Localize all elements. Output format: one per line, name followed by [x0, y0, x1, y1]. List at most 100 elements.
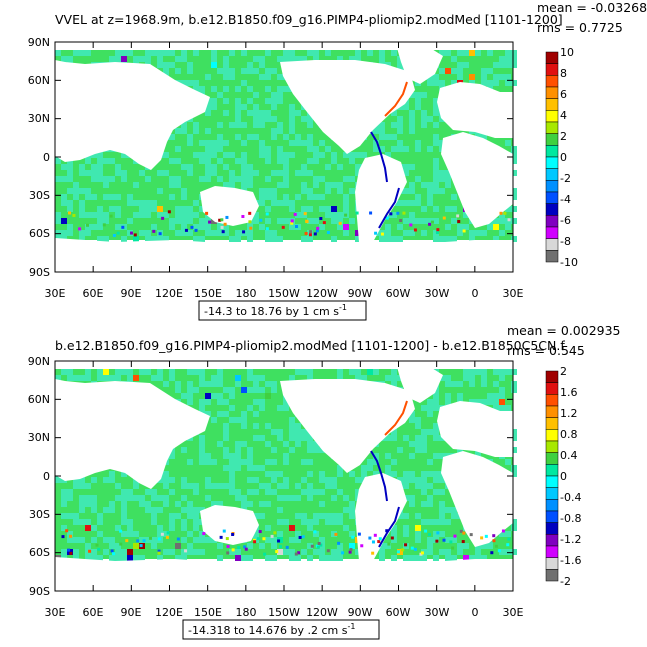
panel-2: b.e12.B1850.f09_g16.PIMP4-pliomip2.modMe…	[28, 323, 621, 640]
colorbar-segment	[545, 510, 559, 523]
colorbar-segment	[545, 569, 559, 582]
colorbar-label: 10	[560, 46, 574, 59]
panel-1-range-text: -14.3 to 18.76 by 1 cm s	[204, 305, 339, 318]
colorbar-segment	[545, 557, 559, 570]
colorbar-segment	[545, 250, 559, 263]
svg-text:-14.318 to 14.676 by .2 cm s-1: -14.318 to 14.676 by .2 cm s-1	[188, 622, 355, 637]
panel-1: VVEL at z=1968.9m, b.e12.B1850.f09_g16.P…	[28, 0, 647, 321]
colorbar-label: -0.8	[560, 512, 581, 525]
colorbar-label: 0	[560, 151, 567, 164]
lon-label: 120E	[155, 287, 183, 300]
colorbar-segment	[545, 203, 559, 216]
panel-1-range-unit-exponent: -1	[339, 303, 347, 312]
panel-2-colorbar	[545, 370, 559, 582]
colorbar-segment	[545, 499, 559, 512]
lon-label: 150E	[194, 606, 222, 619]
lat-label: 0	[43, 151, 50, 164]
panel-2-current-features	[61, 400, 511, 556]
lon-label: 120E	[155, 606, 183, 619]
colorbar-segment	[545, 145, 559, 158]
panel-2-land-mask	[55, 361, 513, 591]
colorbar-segment	[545, 86, 559, 99]
colorbar-segment	[545, 133, 559, 146]
panel-1-mean: mean = -0.03268	[537, 0, 647, 15]
colorbar-segment	[545, 417, 559, 430]
colorbar-label: 4	[560, 109, 567, 122]
colorbar-label: -1.6	[560, 554, 581, 567]
colorbar-label: -1.2	[560, 533, 581, 546]
colorbar-label: 6	[560, 88, 567, 101]
colorbar-segment	[545, 545, 559, 558]
colorbar-segment	[545, 98, 559, 111]
svg-text:-14.3 to 18.76 by 1 cm s-1: -14.3 to 18.76 by 1 cm s-1	[204, 303, 347, 318]
lon-label: 30E	[503, 606, 524, 619]
colorbar-segment	[545, 487, 559, 500]
panel-1-map	[54, 41, 517, 273]
colorbar-segment	[545, 534, 559, 547]
colorbar-segment	[545, 440, 559, 453]
colorbar-segment	[545, 156, 559, 169]
lon-label: 60E	[83, 606, 104, 619]
lat-label: 60S	[29, 546, 50, 559]
colorbar-segment	[545, 75, 559, 88]
panel-2-range-box: -14.318 to 14.676 by .2 cm s-1	[182, 619, 380, 640]
colorbar-segment	[545, 429, 559, 442]
lat-label: 30S	[29, 189, 50, 202]
panel-1-colorbar-labels: 10 8 6 4 2 0 -2 -4 -6 -8 -10	[560, 46, 578, 269]
lon-label: 60W	[386, 606, 411, 619]
lon-label: 30E	[503, 287, 524, 300]
lon-label: 90W	[348, 606, 373, 619]
colorbar-segment	[545, 382, 559, 395]
colorbar-segment	[545, 464, 559, 477]
colorbar-segment	[545, 51, 559, 64]
colorbar-label: -0.4	[560, 491, 581, 504]
lon-label: 30E	[45, 287, 66, 300]
colorbar-segment	[545, 215, 559, 228]
colorbar-segment	[545, 452, 559, 465]
colorbar-segment	[545, 394, 559, 407]
lat-label: 90N	[28, 36, 50, 49]
lon-label: 180	[236, 606, 257, 619]
lon-label: 60E	[83, 287, 104, 300]
panel-2-colorbar-labels: 2 1.6 1.2 0.8 0.4 0 -0.4 -0.8 -1.2 -1.6 …	[560, 365, 581, 588]
lat-label: 30N	[28, 431, 50, 444]
lat-label: 30S	[29, 508, 50, 521]
colorbar-segment	[545, 63, 559, 76]
colorbar-segment	[545, 522, 559, 535]
lat-label: 60N	[28, 74, 50, 87]
colorbar-label: -2	[560, 575, 571, 588]
colorbar-label: 0	[560, 470, 567, 483]
panel-1-rms: rms = 0.7725	[537, 20, 623, 35]
colorbar-segment	[545, 226, 559, 239]
panel-2-title: b.e12.B1850.f09_g16.PIMP4-pliomip2.modMe…	[55, 338, 565, 353]
lat-label: 30N	[28, 112, 50, 125]
colorbar-segment	[545, 110, 559, 123]
colorbar-label: 2	[560, 130, 567, 143]
colorbar-label: -8	[560, 235, 571, 248]
lon-label: 60W	[386, 287, 411, 300]
lon-label: 0	[472, 287, 479, 300]
lon-label: 150W	[268, 606, 300, 619]
colorbar-segment	[545, 475, 559, 488]
panel-1-lat-labels: 90N 60N 30N 0 30S 60S 90S	[28, 36, 50, 279]
lon-label: 30W	[425, 287, 450, 300]
panel-1-range-box: -14.3 to 18.76 by 1 cm s-1	[198, 300, 367, 321]
colorbar-label: 1.2	[560, 407, 578, 420]
lon-label: 90E	[121, 606, 142, 619]
lat-label: 0	[43, 470, 50, 483]
panel-2-range-text: -14.318 to 14.676 by .2 cm s	[188, 624, 348, 637]
lat-label: 90S	[29, 266, 50, 279]
lon-label: 90W	[348, 287, 373, 300]
colorbar-segment	[545, 121, 559, 134]
colorbar-label: 1.6	[560, 386, 578, 399]
panel-1-current-features	[67, 81, 511, 237]
lon-label: 30E	[45, 606, 66, 619]
colorbar-segment	[545, 405, 559, 418]
lon-label: 150E	[194, 287, 222, 300]
panel-2-map	[54, 360, 517, 592]
lat-label: 90S	[29, 585, 50, 598]
panel-2-ticks	[54, 360, 514, 592]
panel-1-colorbar	[545, 51, 559, 263]
colorbar-segment	[545, 191, 559, 204]
